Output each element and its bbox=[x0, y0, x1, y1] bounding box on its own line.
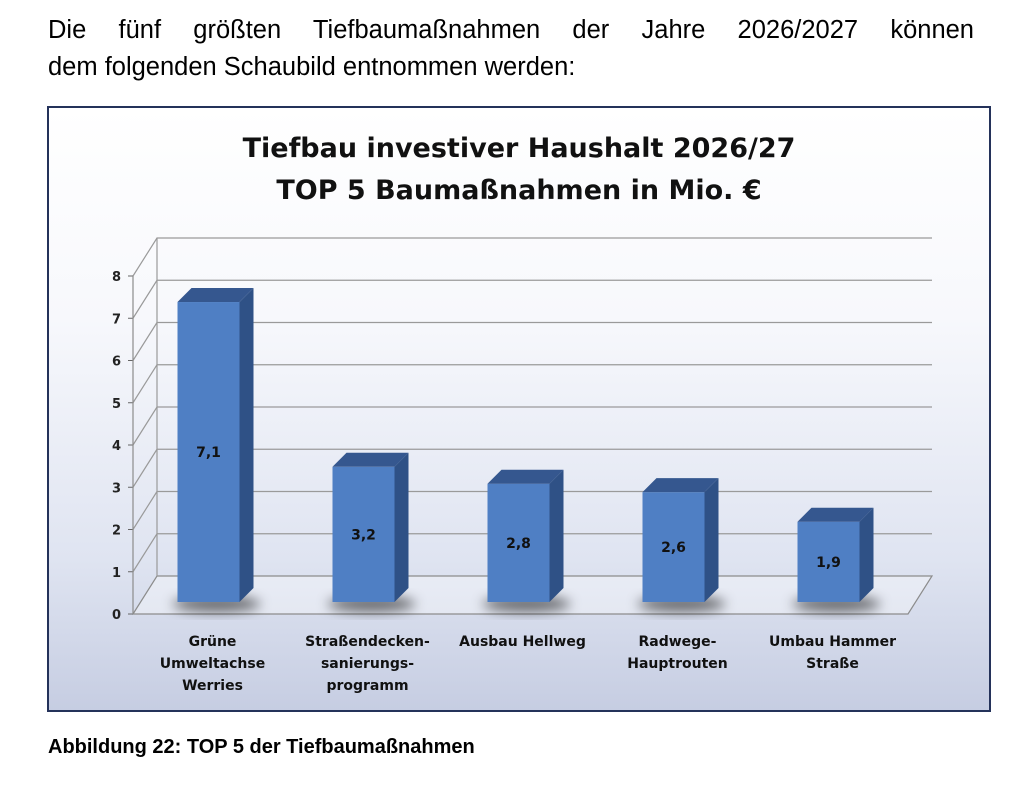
y-tick-label: 5 bbox=[112, 397, 121, 412]
chart-title: Tiefbau investiver Haushalt 2026/27 bbox=[242, 133, 796, 164]
category-label: sanierungs- bbox=[321, 656, 414, 672]
y-tick-label: 7 bbox=[112, 312, 121, 327]
bar-top bbox=[177, 288, 254, 303]
category-label: programm bbox=[326, 678, 408, 694]
category-label: Straßendecken- bbox=[305, 634, 430, 650]
bar-top bbox=[332, 452, 409, 467]
bar-side bbox=[859, 507, 874, 602]
bar bbox=[332, 466, 395, 602]
bar-top bbox=[797, 507, 874, 522]
data-label: 2,6 bbox=[661, 540, 686, 556]
bar-side bbox=[239, 288, 254, 602]
bar-chart: 0 1 2 3 4 5 6 7 8 7,1 Grüne Umweltachse Werries 3,2 St… bbox=[112, 237, 934, 694]
data-label: 7,1 bbox=[196, 445, 221, 461]
chart-subtitle: TOP 5 Baumaßnahmen in Mio. € bbox=[276, 175, 762, 206]
bar-side bbox=[549, 469, 564, 602]
data-label: 1,9 bbox=[816, 555, 841, 571]
intro-line-1: Die fünf größten Tiefbaumaßnahmen der Ja… bbox=[48, 16, 974, 44]
category-label: Ausbau Hellweg bbox=[459, 634, 586, 650]
y-tick-label: 3 bbox=[112, 481, 121, 496]
y-tick-label: 8 bbox=[112, 270, 121, 285]
bar bbox=[642, 492, 705, 602]
category-label: Werries bbox=[182, 678, 243, 694]
bar-side bbox=[704, 478, 719, 602]
category-label: Grüne bbox=[189, 634, 237, 650]
y-tick-label: 0 bbox=[112, 608, 121, 623]
bar bbox=[177, 302, 240, 602]
category-label: Umweltachse bbox=[160, 656, 265, 672]
category-label: Radwege- bbox=[638, 634, 716, 650]
chart-frame: Tiefbau investiver Haushalt 2026/27 TOP … bbox=[47, 106, 991, 712]
data-label: 3,2 bbox=[351, 527, 376, 543]
category-label: Umbau Hammer bbox=[769, 634, 896, 650]
y-tick-label: 6 bbox=[112, 355, 121, 370]
y-tick-label: 1 bbox=[112, 566, 121, 581]
data-label: 2,8 bbox=[506, 536, 531, 552]
gridline bbox=[132, 237, 932, 277]
bar bbox=[487, 483, 550, 602]
y-tick-label: 2 bbox=[112, 524, 121, 539]
figure-caption: Abbildung 22: TOP 5 der Tiefbaumaßnahmen bbox=[48, 736, 475, 758]
intro-paragraph: Die fünf größten Tiefbaumaßnahmen der Ja… bbox=[48, 12, 974, 86]
bar-top bbox=[487, 469, 564, 484]
y-tick-label: 4 bbox=[112, 439, 121, 454]
category-label: Straße bbox=[806, 656, 859, 672]
bar bbox=[797, 521, 860, 602]
intro-line-2: dem folgenden Schaubild entnommen werden… bbox=[48, 53, 576, 81]
category-label: Hauptrouten bbox=[627, 656, 728, 672]
bar-top bbox=[642, 478, 719, 493]
chart-title-block: Tiefbau investiver Haushalt 2026/27 TOP … bbox=[49, 128, 989, 212]
bar-side bbox=[394, 452, 409, 602]
